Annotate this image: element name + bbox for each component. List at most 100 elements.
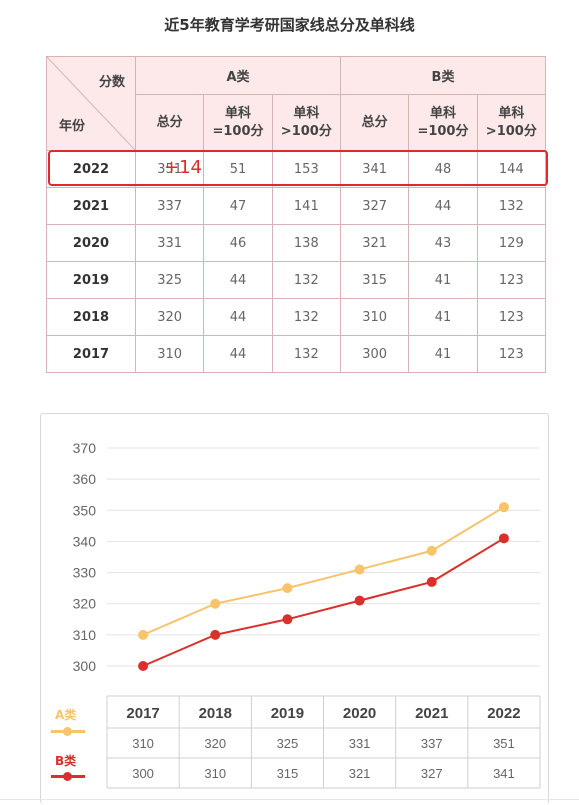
score-cell: 141: [271, 187, 341, 225]
score-cell: 44: [203, 298, 273, 336]
data-table-value: 341: [493, 766, 515, 781]
data-table-value: 325: [277, 736, 299, 751]
year-cell: 2019: [46, 261, 136, 299]
table-row: 2020 331 46 138 321 43 129: [46, 224, 547, 262]
page-title: 近5年教育学考研国家线总分及单科线: [164, 16, 415, 34]
legend-label-a: A类: [55, 708, 77, 722]
column-header: 总分: [339, 94, 410, 151]
data-table-value: 315: [277, 766, 299, 781]
column-header: 总分: [134, 94, 205, 151]
x-category-label: 2022: [487, 705, 520, 722]
score-cell: 44: [203, 335, 273, 373]
year-cell: 2018: [46, 298, 136, 336]
score-cell: 327: [339, 187, 410, 225]
score-cell: 41: [408, 298, 478, 336]
data-point: [498, 533, 509, 544]
column-header: 单科 =100分: [408, 94, 478, 151]
y-tick-label: 360: [73, 471, 97, 487]
score-cell: 341: [339, 150, 410, 188]
score-cell: 129: [476, 224, 547, 262]
corner-label-year: 年份: [59, 119, 86, 134]
score-cell: 351: [134, 150, 205, 188]
x-category-label: 2019: [271, 705, 304, 722]
data-point: [210, 598, 221, 609]
score-cell: 325: [134, 261, 205, 299]
series-line-b: [142, 537, 505, 667]
table-row: 2017 310 44 132 300 41 123: [46, 335, 547, 373]
table-row: 2021 337 47 141 327 44 132: [46, 187, 547, 225]
legend-label-b: B类: [55, 754, 77, 768]
y-tick-label: 330: [73, 565, 97, 581]
data-table-value: 310: [132, 736, 154, 751]
data-table-value: 310: [204, 766, 226, 781]
data-table-value: 331: [349, 736, 371, 751]
x-category-label: 2018: [199, 705, 232, 722]
x-category-label: 2020: [343, 705, 376, 722]
data-point: [426, 576, 437, 587]
data-point: [138, 661, 149, 671]
y-tick-label: 340: [73, 533, 97, 549]
data-point: [426, 545, 437, 556]
data-point: [282, 614, 293, 625]
data-table-value: 320: [204, 736, 226, 751]
group-header-a: A类: [135, 56, 341, 95]
year-cell: 2020: [46, 224, 136, 262]
legend-marker-a: [63, 727, 72, 736]
series-line-a: [142, 506, 505, 636]
data-point: [498, 502, 509, 513]
score-cell: 310: [134, 335, 205, 373]
table-row: 2019 325 44 132 315 41 123: [46, 261, 547, 299]
score-cell: 337: [134, 187, 205, 225]
score-cell: 138: [271, 224, 341, 262]
data-point: [354, 595, 365, 606]
score-cell: 331: [134, 224, 205, 262]
table-row: 2018 320 44 132 310 41 123: [46, 298, 547, 336]
data-table-value: 300: [132, 766, 154, 781]
corner-label-score: 分数: [98, 75, 125, 90]
y-tick-label: 350: [73, 502, 97, 518]
score-cell: 44: [203, 261, 273, 299]
score-cell: 123: [476, 298, 547, 336]
data-table-value: 321: [349, 766, 371, 781]
score-cell: 51: [203, 150, 273, 188]
y-tick-label: 320: [73, 596, 97, 612]
score-cell: 47: [203, 187, 273, 225]
score-cell: 132: [271, 261, 341, 299]
data-table-value: 351: [493, 736, 515, 751]
line-chart: 300 310 320 330 340 350 360 370 2017 2018 2019 2020…: [73, 440, 541, 789]
table-row: 2022 351 51 153 341 48 144: [46, 150, 547, 188]
score-cell: 48: [408, 150, 478, 188]
column-header: 单科 =100分: [203, 94, 273, 151]
y-tick-label: 370: [73, 440, 97, 456]
year-cell: 2017: [46, 335, 136, 373]
score-cell: 153: [271, 150, 341, 188]
column-header: 单科 >100分: [476, 94, 547, 151]
score-cell: 123: [476, 335, 547, 373]
increase-annotation: +14: [164, 157, 202, 178]
score-cell: 41: [408, 335, 478, 373]
score-cell: 46: [203, 224, 273, 262]
score-cell: 123: [476, 261, 547, 299]
score-cell: 144: [476, 150, 547, 188]
column-header: 单科 >100分: [271, 94, 341, 151]
x-category-label: 2021: [415, 705, 448, 722]
score-cell: 310: [339, 298, 410, 336]
score-cell: 43: [408, 224, 478, 262]
corner-header: 分数 年份: [46, 56, 136, 151]
data-point: [210, 629, 221, 640]
score-cell: 320: [134, 298, 205, 336]
score-table: 分数 年份 A类 B类 总分 单科 =100分 单科 >100分 总分 单科 =100分…: [46, 56, 547, 373]
score-cell: 41: [408, 261, 478, 299]
data-table-value: 337: [421, 736, 443, 751]
score-cell: 44: [408, 187, 478, 225]
score-cell: 132: [476, 187, 547, 225]
data-table-value: 327: [421, 766, 443, 781]
y-tick-label: 300: [73, 658, 97, 674]
footer-divider: [0, 799, 579, 800]
year-cell: 2022: [46, 150, 136, 188]
score-cell: 132: [271, 298, 341, 336]
year-cell: 2021: [46, 187, 136, 225]
x-category-label: 2017: [126, 705, 159, 722]
score-cell: 321: [339, 224, 410, 262]
group-header-b: B类: [339, 56, 547, 95]
